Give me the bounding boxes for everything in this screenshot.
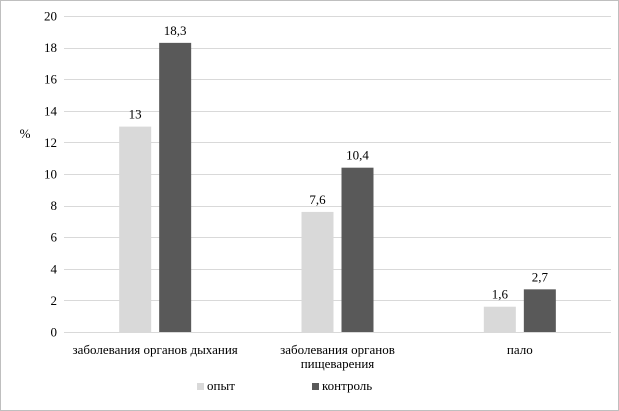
category-label: заболевания органов: [280, 342, 395, 357]
y-tick-label: 2: [51, 293, 58, 308]
data-label: 7,6: [309, 192, 326, 207]
bar-kontrol: [341, 167, 374, 332]
bar-kontrol: [523, 289, 556, 332]
y-tick-label: 12: [44, 135, 57, 150]
legend-label: опыт: [207, 378, 235, 393]
y-tick-label: 8: [51, 198, 58, 213]
y-axis-title: %: [20, 126, 31, 141]
y-tick-label: 14: [44, 103, 58, 118]
y-tick-label: 16: [44, 72, 58, 87]
y-tick-label: 20: [44, 9, 57, 24]
category-label: пищеварения: [301, 356, 375, 371]
data-label: 1,6: [492, 287, 509, 302]
bar-kontrol: [159, 42, 192, 333]
y-tick-label: 0: [51, 325, 58, 340]
category-label: заболевания органов дыхания: [73, 342, 238, 357]
data-label: 2,7: [532, 269, 549, 284]
category-label: пало: [507, 342, 533, 357]
data-label: 10,4: [346, 148, 369, 163]
legend-label: контроль: [322, 378, 372, 393]
y-tick-label: 18: [44, 40, 57, 55]
legend-swatch: [312, 383, 319, 390]
data-labels: 13 7,6 1,6 18,3 10,4 2,7: [129, 23, 549, 302]
bar-opyt: [119, 126, 152, 332]
bar-opyt: [301, 211, 334, 332]
bar-opyt: [483, 306, 516, 332]
y-tick-label: 6: [51, 230, 58, 245]
data-label: 13: [129, 107, 142, 122]
bars: [119, 42, 556, 333]
legend: опыт контроль: [197, 378, 372, 393]
data-label: 18,3: [164, 23, 187, 38]
legend-swatch: [197, 383, 204, 390]
gridlines: [64, 16, 611, 333]
y-tick-label: 4: [51, 261, 58, 276]
y-axis-ticks: 0 2 4 6 8 10 12 14 16 18 20: [44, 9, 58, 340]
category-labels: заболевания органов дыхания заболевания о…: [73, 342, 533, 371]
y-tick-label: 10: [44, 167, 57, 182]
